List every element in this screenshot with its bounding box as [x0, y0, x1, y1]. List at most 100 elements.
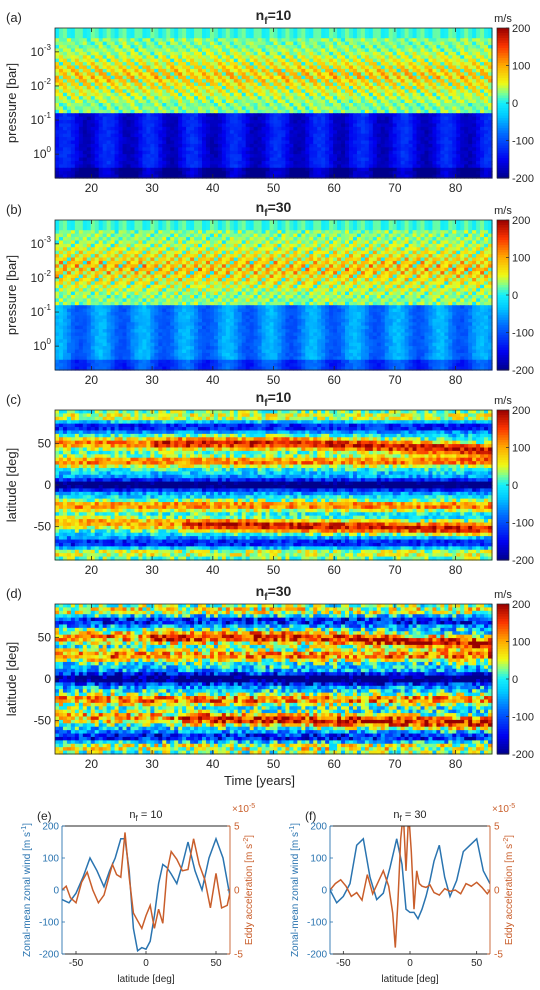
heatmap-cell [456, 106, 461, 111]
heatmap-cell [341, 34, 346, 39]
heatmap-cell [472, 96, 477, 101]
heatmap-cell [404, 79, 410, 84]
heatmap-cell [162, 99, 167, 104]
heatmap-cell [225, 137, 231, 142]
heatmap-cell [138, 82, 143, 87]
heatmap-cell [436, 130, 441, 135]
heatmap-cell [281, 123, 287, 128]
heatmap-cell [376, 103, 382, 108]
heatmap-cell [225, 109, 231, 114]
heatmap-cell [205, 109, 211, 114]
heatmap-cell [158, 51, 163, 56]
heatmap-cell [198, 157, 203, 162]
heatmap-cell [94, 55, 100, 60]
heatmap-cell [70, 55, 76, 60]
heatmap-cell [281, 160, 287, 165]
heatmap-cell [241, 109, 247, 114]
heatmap-cell [293, 41, 298, 46]
heatmap-cell [412, 75, 418, 80]
heatmap-cell [460, 48, 465, 53]
heatmap-cell [452, 82, 457, 87]
heatmap-cell [126, 82, 132, 87]
heatmap-cell [213, 75, 219, 80]
heatmap-cell [305, 174, 310, 179]
heatmap-cell [198, 65, 203, 70]
heatmap-cell [178, 51, 183, 56]
heatmap-cell [424, 55, 430, 60]
heatmap-cell [277, 137, 283, 142]
heatmap-cell [396, 75, 402, 80]
heatmap-cell [281, 28, 287, 33]
heatmap-cell [122, 92, 128, 97]
heatmap-cell [186, 68, 191, 73]
heatmap-cell [221, 120, 227, 125]
heatmap-cell [333, 72, 338, 77]
heatmap-cell [261, 120, 267, 125]
heatmap-cell [62, 157, 68, 162]
heatmap-cell [281, 126, 287, 131]
heatmap-cell [448, 89, 453, 94]
heatmap-cell [229, 45, 235, 50]
heatmap-cell [380, 160, 386, 165]
heatmap-cell [241, 55, 247, 60]
heatmap-cell [293, 126, 298, 131]
heatmap-cell [384, 167, 390, 172]
heatmap-cell [126, 120, 132, 125]
heatmap-cell [58, 92, 64, 97]
heatmap-cell [154, 82, 159, 87]
heatmap-cell [126, 167, 132, 172]
heatmap-cell [360, 79, 366, 84]
heatmap-cell [186, 143, 191, 148]
heatmap-cell [233, 171, 239, 176]
heatmap-cell [102, 164, 108, 169]
heatmap-cell [416, 72, 422, 77]
heatmap-cell [237, 51, 243, 56]
heatmap-cell [62, 82, 68, 87]
heatmap-cell [162, 75, 167, 80]
heatmap-cell [134, 62, 140, 67]
heatmap-cell [265, 160, 271, 165]
heatmap-cell [257, 99, 263, 104]
heatmap-cell [309, 45, 314, 50]
heatmap-cell [170, 174, 175, 179]
heatmap-cell [102, 143, 108, 148]
colorbar-segment [497, 50, 509, 54]
heatmap-cell [205, 106, 211, 111]
heatmap-cell [186, 99, 191, 104]
heatmap-cell [329, 157, 334, 162]
heatmap-cell [98, 130, 104, 135]
heatmap-cell [122, 103, 128, 108]
heatmap-cell [194, 55, 199, 60]
heatmap-cell [333, 109, 338, 114]
heatmap-cell [380, 96, 386, 101]
heatmap-cell [404, 28, 410, 33]
heatmap-cell [285, 160, 290, 165]
heatmap-cell [217, 137, 223, 142]
heatmap-cell [142, 171, 147, 176]
heatmap-cell [404, 164, 410, 169]
heatmap-cell [98, 116, 104, 121]
heatmap-cell [229, 58, 235, 63]
heatmap-cell [269, 113, 275, 118]
heatmap-cell [460, 133, 465, 138]
heatmap-cell [464, 120, 469, 125]
heatmap-cell [285, 140, 290, 145]
heatmap-cell [448, 137, 453, 142]
heatmap-cell [178, 174, 183, 179]
heatmap-cell [388, 85, 394, 90]
heatmap-cell [70, 28, 76, 33]
heatmap-cell [253, 38, 259, 43]
heatmap-cell [269, 133, 275, 138]
heatmap-cell [444, 38, 449, 43]
heatmap-cell [400, 96, 406, 101]
heatmap-cell [476, 79, 481, 84]
heatmap-cell [289, 65, 294, 70]
heatmap-cell [198, 113, 203, 118]
heatmap-cell [174, 143, 179, 148]
heatmap-cell [345, 140, 350, 145]
heatmap-cell [253, 113, 259, 118]
heatmap-cell [412, 130, 418, 135]
heatmap-cell [122, 143, 128, 148]
heatmap-cell [158, 31, 163, 36]
heatmap-cell [480, 82, 485, 87]
